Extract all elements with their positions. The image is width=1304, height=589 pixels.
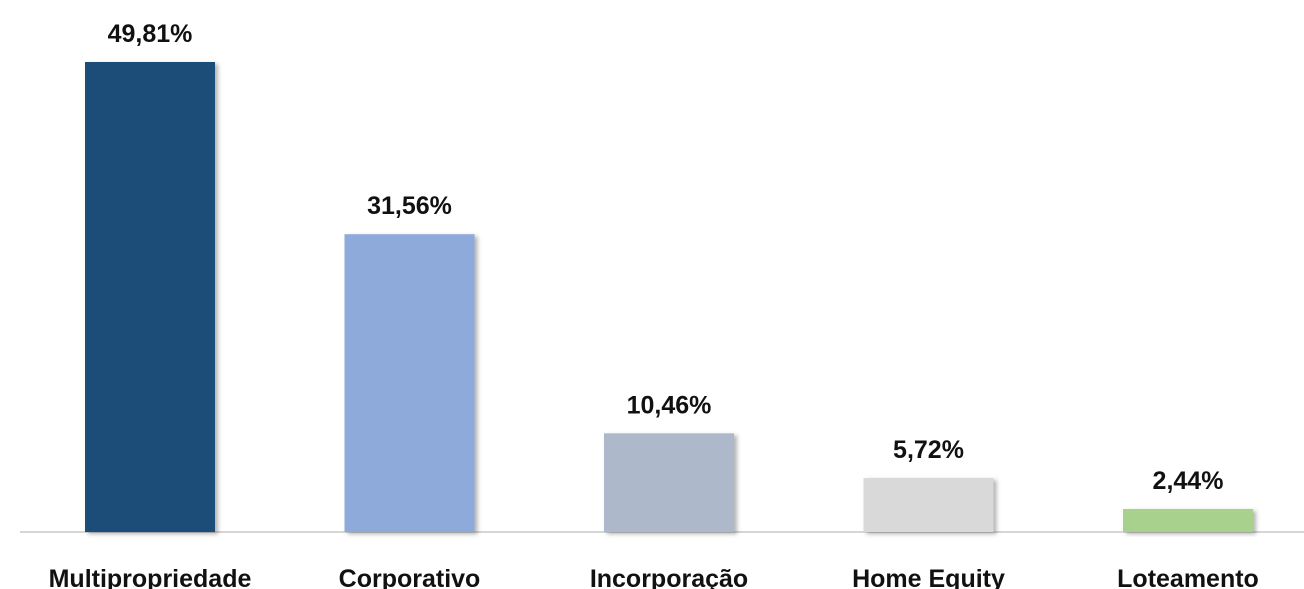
x-tick-label: Multipropriedade (49, 565, 252, 589)
x-tick-label: Home Equity (852, 565, 1005, 589)
bar (1123, 508, 1253, 532)
bar (863, 478, 994, 532)
x-tick-label: Incorporação (590, 565, 748, 589)
x-tick-label: Loteamento (1117, 565, 1259, 589)
value-label: 31,56% (367, 192, 452, 220)
bar (85, 62, 215, 532)
bar (604, 433, 734, 532)
value-label: 49,81% (108, 20, 193, 48)
x-tick-label: Corporativo (339, 565, 481, 589)
value-label: 2,44% (1153, 467, 1224, 495)
bar (344, 234, 475, 532)
value-label: 10,46% (627, 391, 712, 419)
value-label: 5,72% (893, 436, 964, 464)
